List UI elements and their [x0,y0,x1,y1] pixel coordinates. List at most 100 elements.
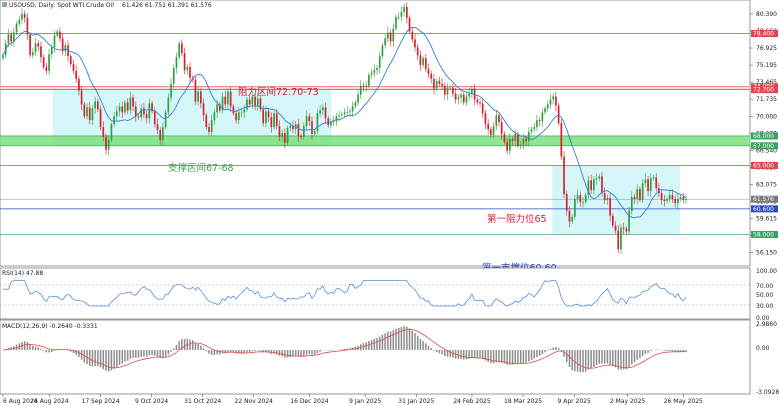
price-pane[interactable]: 阻力区间72.70-73支撑区间67-68第一阻力位65第一支撑位60.60第二… [0,0,751,303]
candle-body [582,201,584,203]
time-tick-label: 18 Mar 2025 [504,398,542,405]
candle-body [549,99,552,105]
candle-body [102,127,105,137]
candle-body [584,195,587,202]
candle-body [321,107,324,111]
instrument-title: USOUSD, Daily: Spot WTI Crude Oil [9,2,114,9]
macd-pane[interactable] [0,319,751,395]
candle-body [208,127,210,133]
candle-body [511,138,514,141]
candle-body [121,106,124,113]
candle-body [514,133,517,141]
candle-body [129,97,132,111]
candle-body [438,80,441,84]
candle-body [365,85,368,87]
candle-body [313,131,316,134]
rsi-tick-0: 0.00 [756,315,770,322]
candle-body [148,103,151,119]
candle-body [587,180,590,196]
candle-body [465,96,468,103]
candle-body [332,121,335,123]
candle-body [256,98,259,106]
candle-body [593,179,595,191]
candle-body [235,113,237,121]
candle-body [544,108,546,113]
price-tag-label: 61.576 [753,196,774,203]
time-tick-label: 26 Aug 2024 [30,398,69,405]
candle-body [679,197,682,199]
rsi-tick-100: 100.00 [756,268,777,275]
candle-body [69,56,72,65]
candle-body [83,104,86,117]
candle-body [525,138,527,141]
candle-body [508,138,511,151]
candle-body [644,179,647,184]
candle-body [435,80,438,89]
candle-body [614,225,617,231]
candle-body [503,133,506,142]
candle-body [237,112,240,121]
time-tick-label: 26 May 2025 [664,398,703,405]
candle-body [449,87,452,89]
candle-body [357,94,359,103]
candle-body [221,96,224,111]
candle-body [408,17,411,32]
candle-body [240,112,243,114]
candle-body [254,96,256,106]
candle-body [652,177,655,179]
candle-body [560,123,563,157]
time-tick-label: 31 Oct 2024 [184,398,221,405]
candle-body [471,88,473,94]
price-tick-label: 73.465 [756,79,777,86]
candle-body [105,136,107,150]
candle-body [145,114,148,119]
candle-body [175,57,178,68]
price-tick-label: 70.000 [756,113,777,120]
candle-body [164,112,167,128]
candle-body [50,47,53,55]
candle-body [359,85,362,95]
candle-body [59,31,61,39]
candle-body [552,96,555,100]
candle-body [56,31,59,36]
candle-body [370,72,373,75]
indicator-axes: 100.00 70.00 50.00 30.00 0.00 2.9860 0.0… [756,268,779,396]
candle-body [265,111,267,124]
candle-body [91,108,94,121]
price-tick-label: 80.390 [756,11,777,18]
candle-body [270,117,273,128]
candle-body [202,103,205,116]
candle-body [200,91,202,104]
candle-body [571,216,574,222]
candle-body [75,70,78,79]
candle-body [34,43,37,53]
candle-body [479,102,481,104]
candle-body [107,139,110,150]
candle-body [506,141,508,151]
candle-body [37,43,40,47]
candle-body [563,156,565,195]
time-tick-label: 2 May 2025 [610,398,645,405]
candle-body [335,116,338,122]
candle-body [311,121,313,134]
rsi-pane-frame [0,267,751,320]
rsi-tick-30: 30.00 [756,303,773,310]
candle-body [603,193,606,200]
candle-body [495,115,498,127]
price-tick-label: 63.075 [756,181,777,188]
candle-body [671,195,674,199]
candle-body [446,87,449,95]
price-tick-label: 66.540 [756,147,777,154]
candle-body [443,85,446,95]
candle-body [601,176,603,194]
candle-body [427,68,430,74]
candle-body [384,38,386,46]
rsi-pane[interactable] [0,267,751,320]
rsi-line [3,280,687,307]
macd-tick-top: 2.9860 [756,321,777,328]
annotation-2: 支撑区间67-68 [168,162,234,174]
candle-body [598,176,601,179]
candle-body [45,67,48,71]
candle-body [378,56,381,68]
